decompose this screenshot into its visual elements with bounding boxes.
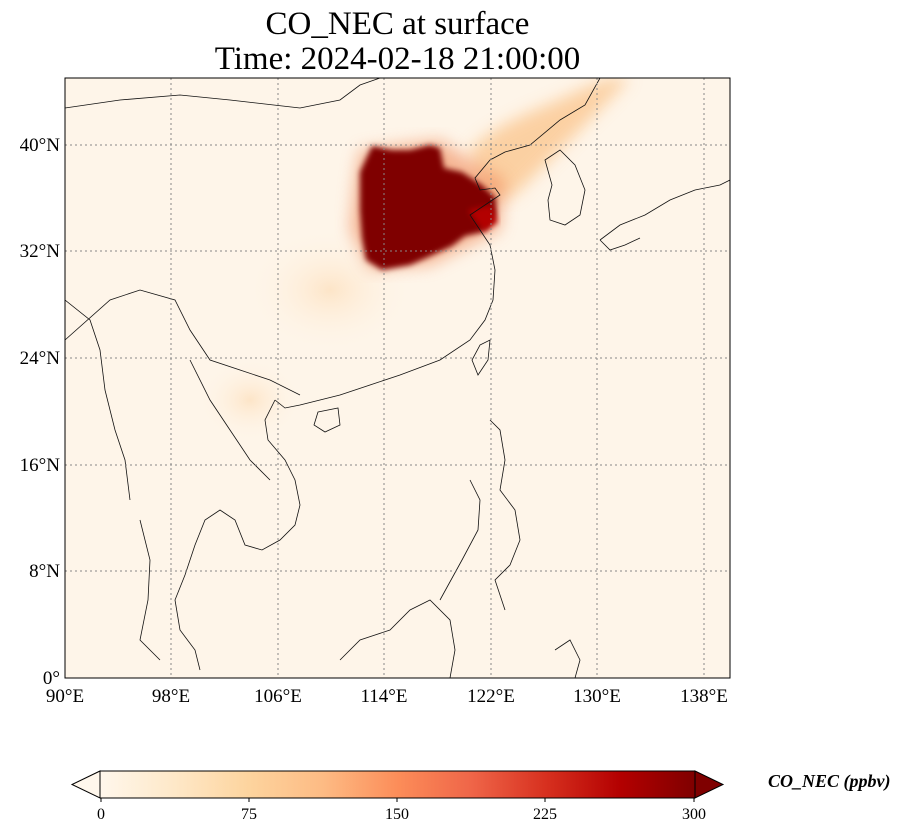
- colorbar-tick: 225: [533, 806, 557, 823]
- lat-label: 16°N: [20, 455, 61, 476]
- lon-label: 122°E: [467, 686, 515, 707]
- colorbar-tick: 75: [241, 806, 257, 823]
- lon-label: 106°E: [254, 686, 302, 707]
- coastlines: [65, 78, 730, 678]
- lon-label: 98°E: [152, 686, 190, 707]
- map-title: CO_NEC at surface: [265, 6, 530, 42]
- colorbar-tick: 0: [97, 806, 105, 823]
- lat-label: 8°N: [29, 561, 60, 582]
- lon-label: 90°E: [46, 686, 84, 707]
- graticule: [65, 78, 730, 678]
- colorbar-extend-max: [694, 770, 725, 799]
- lon-label: 130°E: [573, 686, 621, 707]
- lon-label: 138°E: [680, 686, 728, 707]
- colorbar-extend-min: [70, 770, 101, 799]
- colorbar: [70, 770, 725, 802]
- lat-label: 0°: [43, 668, 60, 689]
- lat-label: 24°N: [20, 348, 61, 369]
- haze-region: [200, 360, 300, 440]
- lat-label: 32°N: [20, 241, 61, 262]
- map-frame: [64, 77, 731, 679]
- map-time: Time: 2024-02-18 21:00:00: [214, 41, 581, 77]
- colorbar-gradient: [100, 771, 695, 798]
- concentration-plumes: [200, 78, 630, 440]
- colorbar-label: CO_NEC (ppbv): [768, 771, 891, 791]
- main-plume: [360, 145, 496, 270]
- secondary-plume: [470, 78, 630, 200]
- lat-label: 40°N: [20, 135, 61, 156]
- colorbar-tick: 150: [385, 806, 409, 823]
- lon-label: 114°E: [361, 686, 408, 707]
- colorbar-tick: 300: [682, 806, 706, 823]
